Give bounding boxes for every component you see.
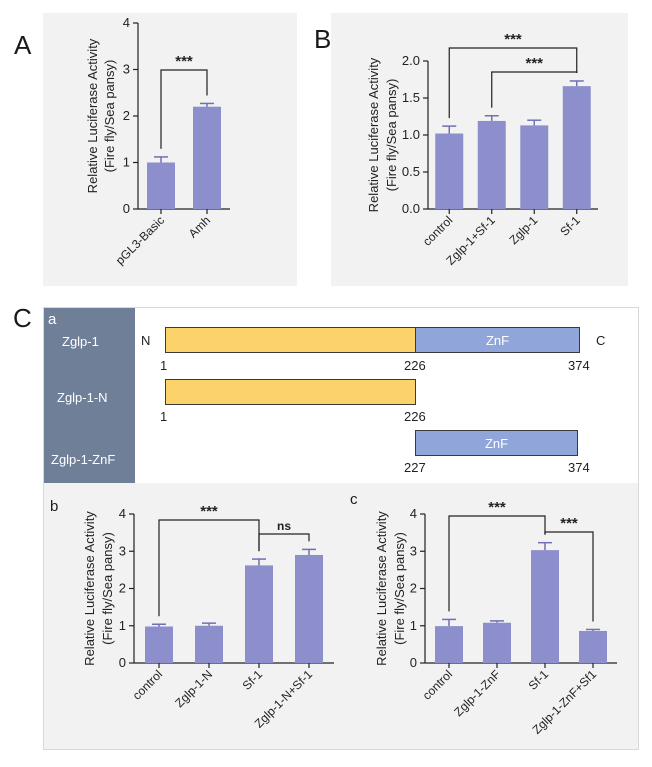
zglp1-n-terminal-segment bbox=[165, 327, 416, 353]
zglp1znf-pos-227: 227 bbox=[404, 460, 426, 475]
bar bbox=[531, 550, 559, 663]
y-tick-label: 3 bbox=[410, 543, 417, 558]
significance-bracket bbox=[448, 515, 546, 612]
bar bbox=[520, 125, 549, 209]
significance-label: ns bbox=[277, 519, 291, 533]
y-tick-label: 1 bbox=[119, 618, 126, 633]
y-tick-label: 2.0 bbox=[402, 53, 420, 68]
y-tick-label: 0 bbox=[410, 655, 417, 670]
bar bbox=[145, 626, 173, 663]
x-tick-label: Sf-1 bbox=[526, 667, 552, 693]
y-tick-label: 2 bbox=[119, 581, 126, 596]
significance-bracket bbox=[544, 531, 594, 622]
y-tick-label: 2 bbox=[410, 581, 417, 596]
significance-bracket bbox=[448, 47, 578, 119]
y-axis-label-line1: Relative Luciferase Activity bbox=[366, 57, 381, 212]
bar bbox=[195, 625, 223, 663]
bar bbox=[477, 120, 506, 209]
y-axis-label-line2: (Fire fly/Sea pansy) bbox=[100, 532, 115, 645]
y-axis-label-line1: Relative Luciferase Activity bbox=[85, 38, 100, 193]
c-terminus-label: C bbox=[596, 333, 606, 348]
n-terminus-label: N bbox=[141, 333, 151, 348]
zglp1-pos-374: 374 bbox=[568, 358, 590, 373]
panel-a-background bbox=[43, 13, 297, 286]
znf-construct-label: ZnF bbox=[484, 435, 509, 451]
y-tick-label: 4 bbox=[119, 506, 126, 521]
y-tick-label: 1.0 bbox=[402, 127, 420, 142]
significance-bracket bbox=[160, 69, 208, 149]
y-axis-label-line2: (Fire fly/Sea pansy) bbox=[384, 79, 399, 192]
significance-label: *** bbox=[488, 499, 506, 516]
zglp1n-pos-1: 1 bbox=[160, 409, 168, 424]
zglp1-pos-226: 226 bbox=[404, 358, 426, 373]
bar bbox=[435, 626, 463, 663]
y-tick-label: 1 bbox=[123, 155, 130, 170]
zglp1n-pos-226: 226 bbox=[404, 409, 426, 424]
panel-letter-a: A bbox=[14, 30, 32, 60]
y-axis-label-line2: (Fire fly/Sea pansy) bbox=[102, 60, 117, 173]
panel-letter-c: C bbox=[13, 303, 32, 333]
y-tick-label: 0 bbox=[119, 655, 126, 670]
y-axis-label-line1: Relative Luciferase Activity bbox=[82, 511, 97, 666]
znf-domain-label: ZnF bbox=[485, 332, 510, 348]
sub-letter-a: a bbox=[48, 311, 57, 328]
bar bbox=[435, 133, 464, 209]
y-axis-label-line2: (Fire fly/Sea pansy) bbox=[392, 532, 407, 645]
bar bbox=[483, 622, 511, 663]
y-tick-label: 0.5 bbox=[402, 164, 420, 179]
x-tick-label: Zglp-1-ZnF bbox=[451, 667, 503, 719]
bar bbox=[147, 162, 175, 209]
y-tick-label: 0.0 bbox=[402, 201, 420, 216]
significance-label: *** bbox=[200, 503, 218, 520]
construct-label-zglp1-znf: Zglp-1-ZnF bbox=[51, 452, 116, 467]
bar bbox=[579, 630, 607, 663]
y-tick-label: 3 bbox=[119, 543, 126, 558]
x-tick-label: control bbox=[420, 667, 455, 702]
y-tick-label: 4 bbox=[410, 506, 417, 521]
panel-letter-b: B bbox=[314, 24, 332, 54]
significance-bracket bbox=[258, 533, 310, 552]
bar bbox=[193, 106, 221, 209]
y-tick-label: 2 bbox=[123, 108, 130, 123]
zglp1znf-pos-374: 374 bbox=[568, 460, 590, 475]
zglp1-znf-domain: ZnF bbox=[415, 327, 580, 353]
bar bbox=[295, 554, 323, 663]
construct-label-column bbox=[44, 308, 135, 483]
sub-letter-c: c bbox=[350, 491, 358, 508]
bar bbox=[245, 565, 273, 663]
bar bbox=[562, 86, 591, 209]
construct-label-zglp1: Zglp-1 bbox=[62, 334, 99, 349]
y-axis-label-line1: Relative Luciferase Activity bbox=[374, 511, 389, 666]
significance-bracket bbox=[491, 71, 578, 108]
significance-label: *** bbox=[504, 31, 522, 48]
y-tick-label: 1.5 bbox=[402, 90, 420, 105]
significance-label: *** bbox=[525, 55, 543, 72]
zglp1-pos-1: 1 bbox=[160, 358, 168, 373]
y-tick-label: 1 bbox=[410, 618, 417, 633]
zglp1-znf-construct-bar: ZnF bbox=[415, 430, 578, 456]
y-tick-label: 0 bbox=[123, 201, 130, 216]
y-tick-label: 3 bbox=[123, 62, 130, 77]
zglp1-n-construct-bar bbox=[165, 379, 416, 405]
construct-label-zglp1-n: Zglp-1-N bbox=[57, 390, 108, 405]
significance-label: *** bbox=[560, 515, 578, 532]
y-tick-label: 4 bbox=[123, 15, 130, 30]
sub-letter-b: b bbox=[50, 498, 59, 515]
significance-label: *** bbox=[175, 53, 193, 70]
